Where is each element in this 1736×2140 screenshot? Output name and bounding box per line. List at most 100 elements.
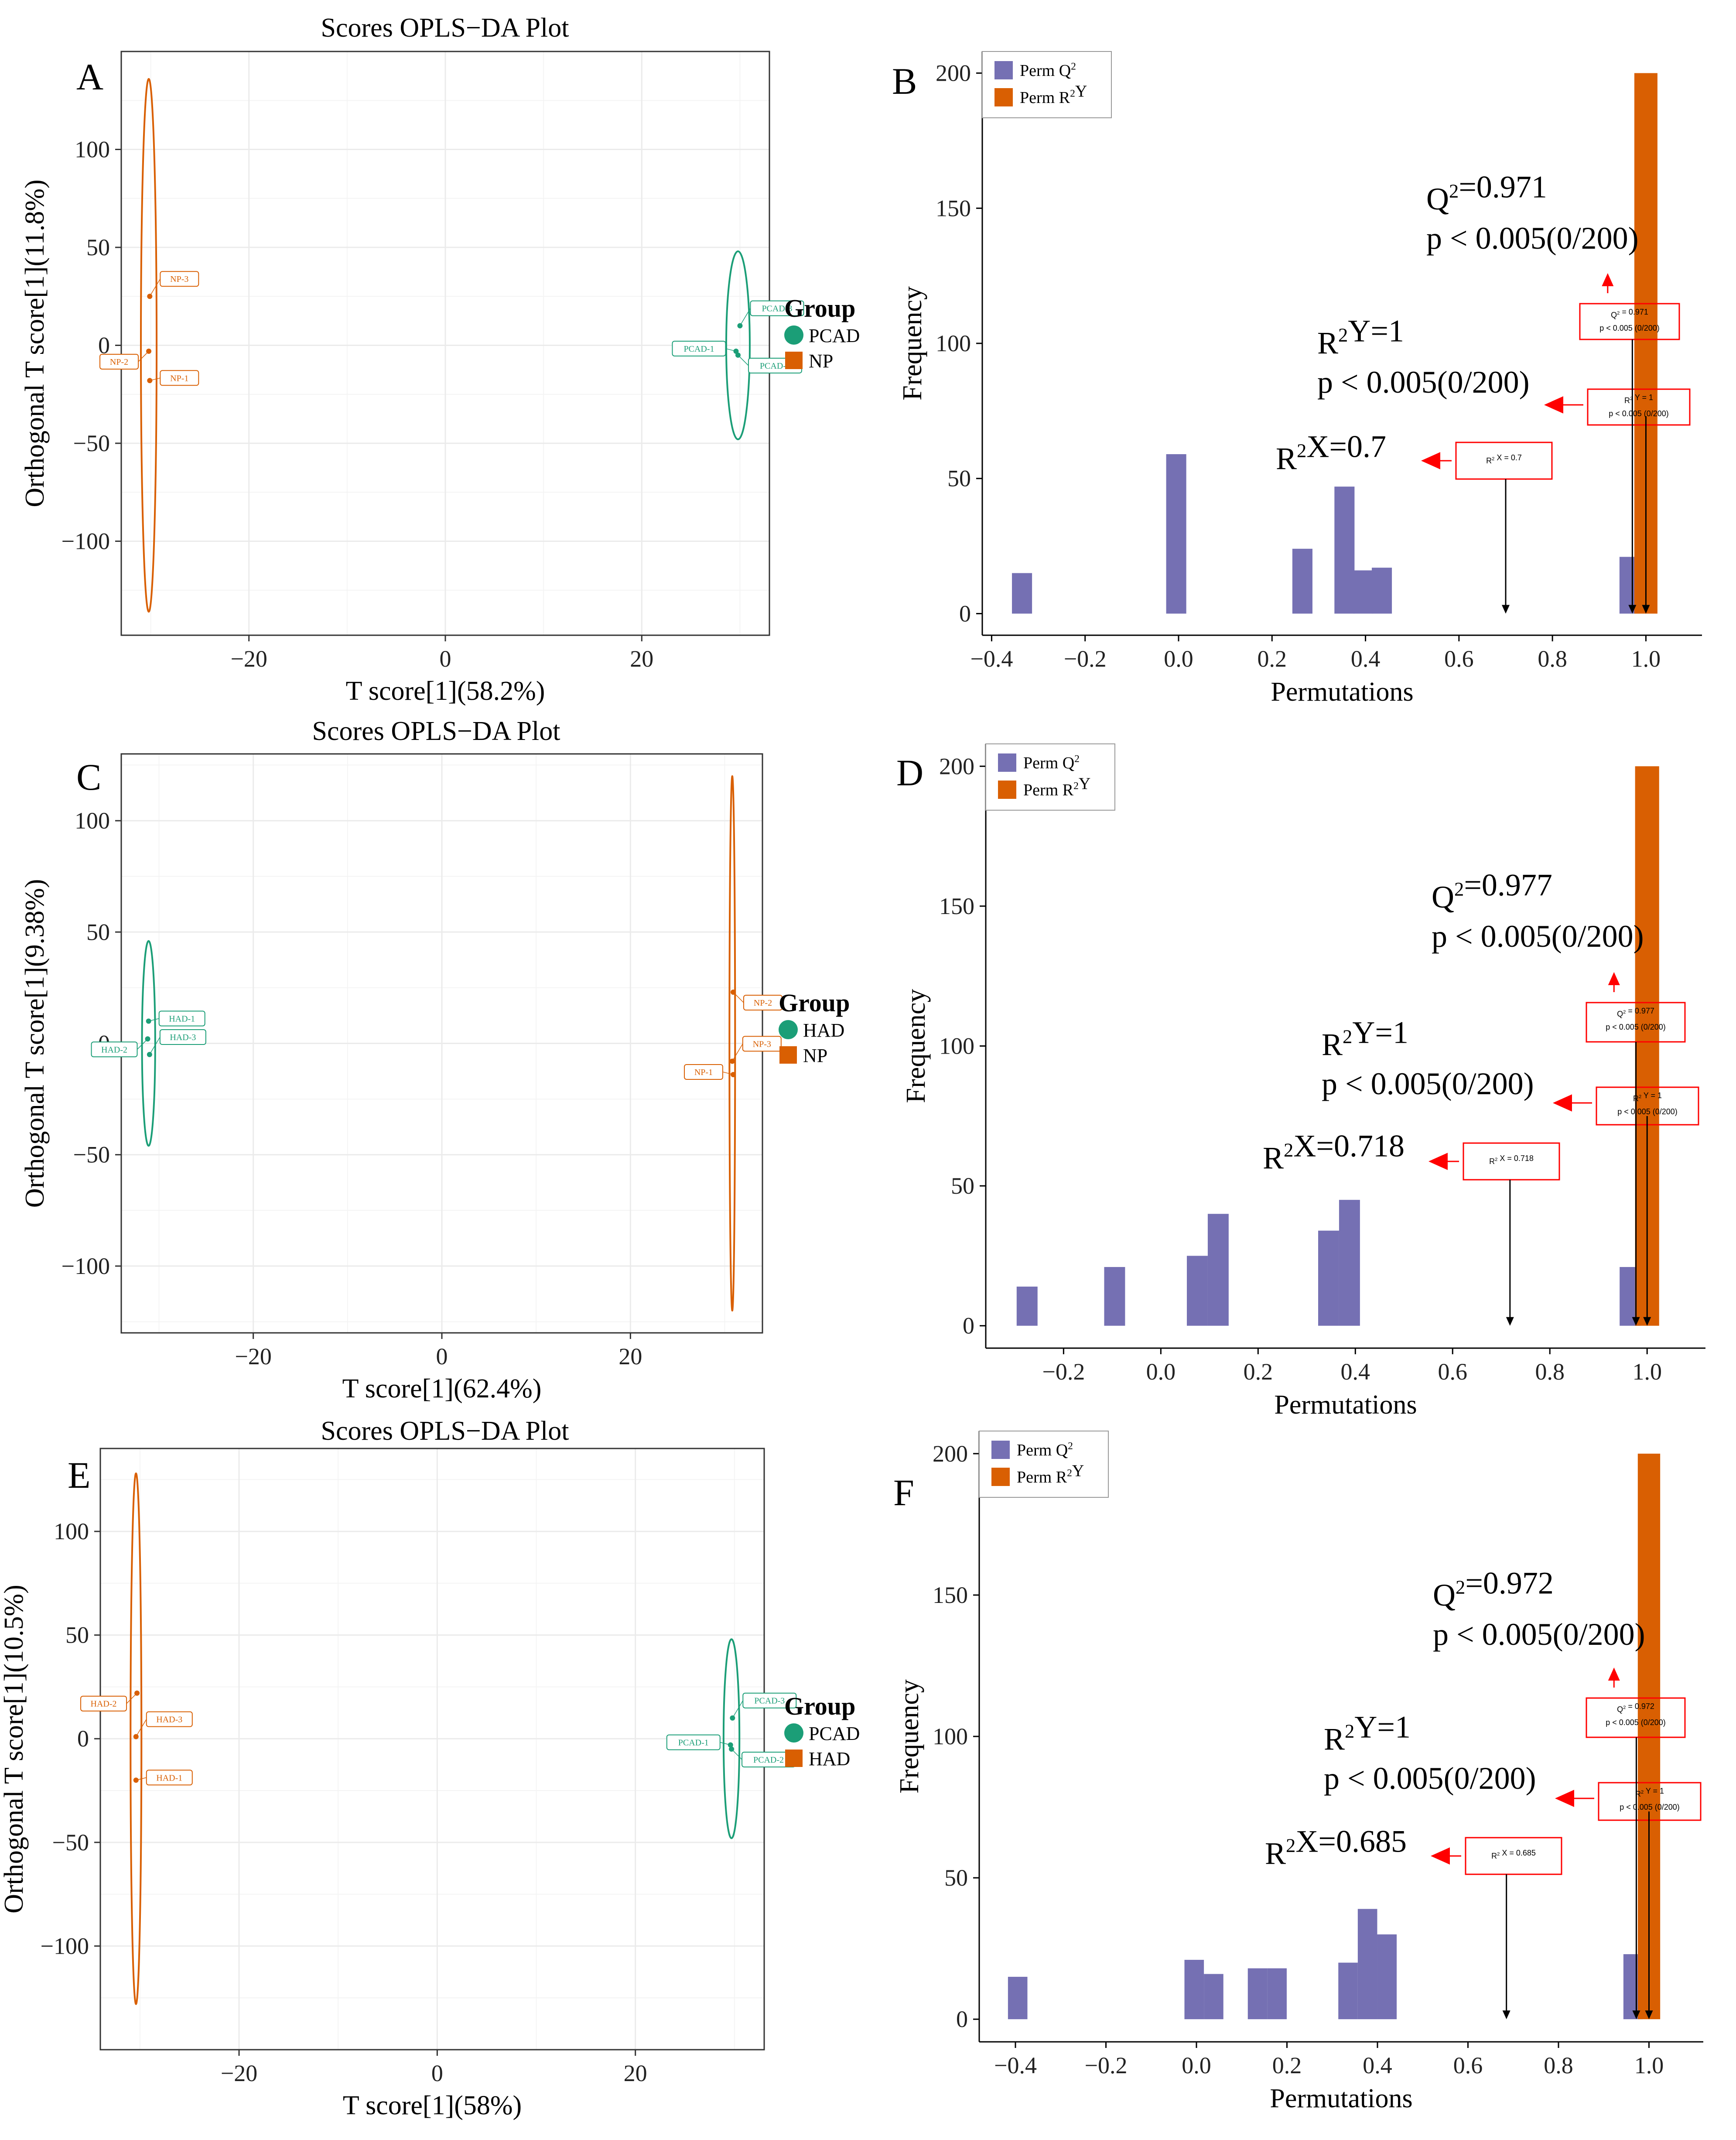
legend-key-r2y	[994, 88, 1013, 106]
y-tick-label: 150	[933, 1582, 968, 1608]
panel-letter: C	[76, 756, 101, 798]
point-label: PCAD-1	[683, 344, 714, 354]
q2-p-annotation: p < 0.005(0/200)	[1426, 221, 1639, 256]
x-tick-label: −20	[221, 2060, 257, 2086]
x-tick-label: 0.8	[1538, 646, 1567, 672]
x-tick-label: 0.0	[1182, 2052, 1211, 2078]
point-leader	[733, 992, 744, 1003]
bar-perm-q2	[1267, 1968, 1287, 2020]
x-tick-label: 0.6	[1444, 646, 1474, 672]
r2x-annotation: R2X=0.718	[1263, 1129, 1405, 1175]
confidence-ellipse-pcad	[722, 1638, 741, 1839]
y-tick-label: −100	[41, 1933, 89, 1959]
y-tick-label: −100	[62, 528, 110, 554]
x-tick-label: 0	[431, 2060, 443, 2086]
confidence-ellipse-np	[728, 775, 736, 1311]
y-tick-label: 150	[936, 195, 971, 221]
x-tick-label: 20	[624, 2060, 647, 2086]
y-tick-label: 100	[75, 808, 110, 834]
bar-perm-q2	[1207, 1214, 1229, 1326]
r2x-value-arrow-head	[1502, 2010, 1510, 2020]
r2x-value-arrow-head	[1502, 605, 1510, 614]
r2x-arrow-head	[1428, 1153, 1448, 1170]
point-label-box	[666, 1734, 721, 1750]
legend-label: Perm R2Y	[1017, 1462, 1084, 1486]
legend-key-r2y	[991, 1468, 1010, 1486]
r2y-p-annotation: p < 0.005(0/200)	[1317, 365, 1530, 400]
legend-label: PCAD	[809, 325, 860, 346]
bar-perm-q2	[1186, 1256, 1208, 1326]
x-tick-label: −20	[235, 1343, 271, 1370]
q2-value-arrow-head	[1628, 605, 1637, 614]
y-axis-title: Orthogonal T score[1](10.5%)	[0, 1585, 29, 1914]
x-axis-title: Permutations	[1271, 677, 1413, 707]
y-tick-label: 50	[86, 919, 110, 945]
q2-arrow-head	[1602, 273, 1614, 286]
y-tick-label: 150	[939, 893, 974, 919]
legend-key-circle	[784, 1723, 803, 1743]
point-label: NP-2	[110, 357, 128, 367]
q2-stat-box-text: p < 0.005 (0/200)	[1599, 324, 1660, 332]
point-leader	[722, 1072, 734, 1075]
q2-arrow-head	[1608, 1667, 1620, 1681]
x-tick-label: 20	[630, 646, 653, 672]
chart-title: Scores OPLS−DA Plot	[321, 13, 569, 43]
r2y-arrow-head	[1544, 396, 1563, 414]
y-axis-title: Frequency	[895, 1679, 924, 1794]
x-tick-label: 0.2	[1272, 2052, 1302, 2078]
x-tick-label: −0.4	[994, 2052, 1037, 2078]
point-label-box	[160, 370, 199, 386]
point-leader	[732, 1043, 743, 1061]
x-axis-title: T score[1](58%)	[343, 2091, 522, 2120]
bar-perm-q2	[1292, 548, 1312, 614]
legend-title: Group	[784, 1692, 855, 1720]
panel-letter: F	[893, 1472, 914, 1513]
y-tick-label: −50	[52, 1829, 89, 1856]
legend-label: Perm Q2	[1017, 1441, 1073, 1459]
point-leader	[136, 1719, 147, 1737]
r2y-annotation: R2Y=1	[1322, 1015, 1408, 1062]
q2-stat-box-text: p < 0.005 (0/200)	[1606, 1718, 1666, 1727]
bar-perm-q2	[1377, 1934, 1397, 2020]
legend-key-q2	[994, 61, 1013, 79]
point-label: PCAD-2	[760, 361, 790, 371]
point-leader	[149, 1037, 161, 1055]
legend-key-square	[785, 1750, 803, 1767]
point-leader	[732, 1700, 743, 1719]
confidence-ellipse-np	[140, 78, 158, 613]
point-leader	[136, 1777, 147, 1781]
point-leader	[138, 351, 149, 362]
point-label-box	[146, 1770, 193, 1786]
legend-key-square	[779, 1046, 797, 1064]
r2x-stat-box-text: R2 X = 0.718	[1489, 1154, 1534, 1166]
x-axis-title: Permutations	[1270, 2084, 1412, 2113]
r2y-arrow-head	[1555, 1790, 1574, 1807]
point-leader	[739, 308, 751, 326]
panel-letter: B	[892, 60, 917, 102]
x-tick-label: 0.4	[1363, 2052, 1392, 2078]
point-label-box	[750, 300, 804, 316]
point-leader	[738, 355, 749, 366]
bar-perm-q2	[1357, 1909, 1377, 2020]
point-label-box	[159, 1029, 206, 1045]
stat-boxes: Q2 = 0.971 p < 0.005 (0/200) R2 Y = 1 p < 0…	[1455, 303, 1691, 480]
x-tick-label: 0.4	[1341, 1359, 1370, 1385]
x-tick-label: −20	[230, 646, 267, 672]
y-tick-label: 50	[944, 1865, 968, 1891]
confidence-ellipse-had	[130, 1472, 143, 2005]
r2y-stat-box-text: R2 Y = 1	[1624, 393, 1653, 405]
bar-perm-q2	[1338, 1962, 1358, 2020]
y-tick-label: −50	[73, 1142, 110, 1168]
point-label-box	[672, 340, 726, 356]
legend-title: Group	[784, 294, 855, 322]
x-tick-label: 0.4	[1351, 646, 1381, 672]
bar-perm-q2	[1166, 454, 1186, 614]
q2-stat-box	[1579, 303, 1680, 340]
legend-label: Perm R2Y	[1020, 82, 1087, 107]
q2-value-arrow-head	[1632, 2010, 1640, 2020]
legend-title: Group	[779, 989, 850, 1017]
r2x-annotation: R2X=0.685	[1265, 1824, 1407, 1871]
